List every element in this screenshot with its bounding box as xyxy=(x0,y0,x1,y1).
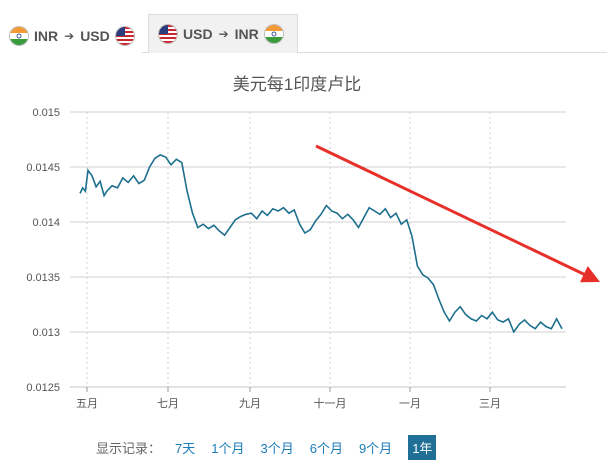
range-selector: 显示记录： 7天 1个月 3个月 6个月 9个月 1年 xyxy=(96,434,437,460)
chart-container: 美元每1印度卢比 0.015 0.0145 0.014 0.0135 0.013 0.01… xyxy=(0,60,607,420)
range-option-6m[interactable]: 6个月 xyxy=(309,440,343,456)
range-label: 显示记录： xyxy=(96,440,162,456)
y-tick-label: 0.013 xyxy=(32,327,60,339)
x-tick-label: 九月 xyxy=(239,397,261,410)
red-trend-arrow xyxy=(315,144,601,283)
tab-to-label: INR xyxy=(234,26,259,42)
tab-to-label: USD xyxy=(80,28,110,44)
tab-usd-inr[interactable]: USD ➔ INR xyxy=(148,14,298,53)
tab-from-label: USD xyxy=(183,26,213,42)
y-tick-label: 0.015 xyxy=(32,107,60,119)
arrow-right-icon: ➔ xyxy=(64,29,75,43)
rate-chart: 美元每1印度卢比 0.015 0.0145 0.014 0.0135 0.013 0.01… xyxy=(26,75,601,410)
india-flag-icon xyxy=(264,25,283,43)
tab-inr-usd[interactable]: INR ➔ USD xyxy=(0,17,142,55)
usa-flag-icon xyxy=(115,27,134,45)
india-flag-icon xyxy=(10,27,28,45)
x-tick-label: 三月 xyxy=(479,398,501,410)
range-option-1m[interactable]: 1个月 xyxy=(211,440,245,456)
y-tick-label: 0.0135 xyxy=(26,272,60,284)
x-tick-label: 十一月 xyxy=(314,396,347,410)
currency-tabs: INR ➔ USD USD ➔ INR xyxy=(0,0,607,55)
tab-from-label: INR xyxy=(34,28,59,44)
range-option-9m[interactable]: 9个月 xyxy=(358,440,393,456)
x-tick-label: 一月 xyxy=(399,398,421,410)
chart-title: 美元每1印度卢比 xyxy=(233,75,361,94)
usa-flag-icon xyxy=(159,25,177,43)
range-option-1y[interactable]: 1年 xyxy=(408,434,437,460)
x-tick-label: 七月 xyxy=(157,397,179,410)
x-tick-label: 五月 xyxy=(76,398,98,410)
arrow-right-icon: ➔ xyxy=(218,27,229,41)
y-tick-label: 0.0125 xyxy=(26,382,60,394)
y-tick-label: 0.0145 xyxy=(26,162,60,174)
range-option-3m[interactable]: 3个月 xyxy=(260,440,294,456)
series-line xyxy=(79,154,563,334)
y-tick-label: 0.014 xyxy=(32,217,60,229)
range-option-7d[interactable]: 7天 xyxy=(175,440,196,456)
